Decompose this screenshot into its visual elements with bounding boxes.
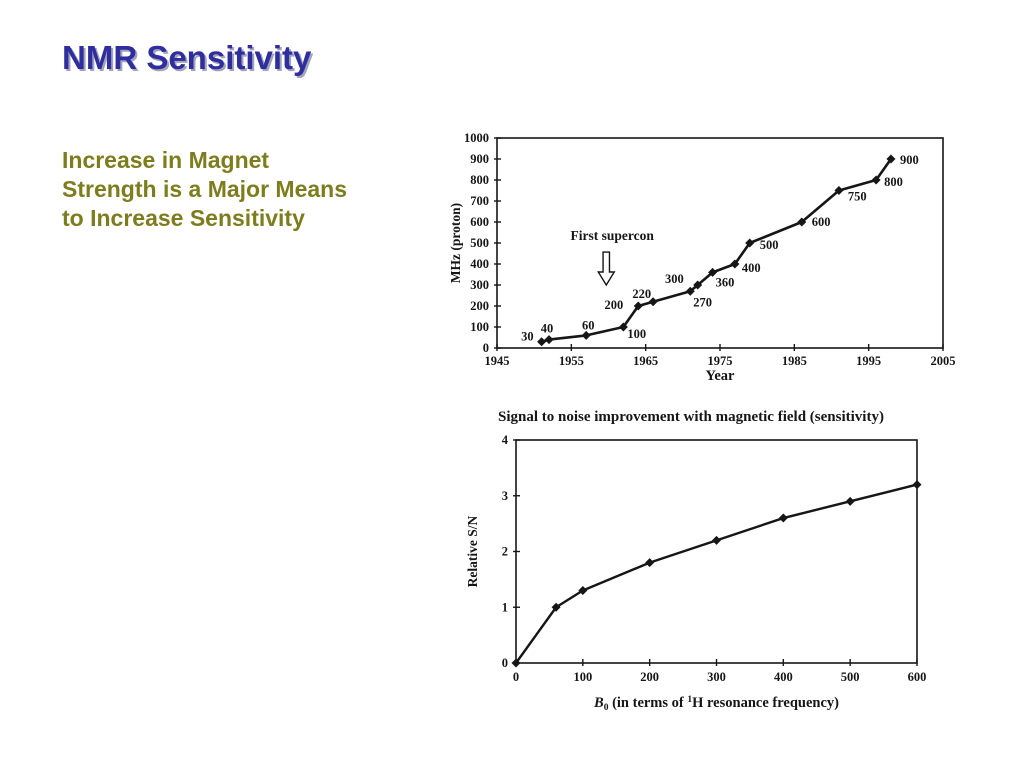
data-point xyxy=(912,480,922,490)
data-point-label: 300 xyxy=(665,272,684,286)
data-point xyxy=(834,186,844,195)
data-point xyxy=(551,602,561,612)
data-point xyxy=(730,259,740,269)
y-tick-label: 600 xyxy=(470,215,489,229)
y-tick-label: 1000 xyxy=(464,131,489,145)
magnet-strength-chart: 1945 1955 1965 1975 1985 1995 2005 0 100 200 300 40… xyxy=(440,115,970,387)
chart-title: Signal to noise improvement with magneti… xyxy=(498,409,884,425)
data-point-label: 600 xyxy=(812,215,831,229)
data-point xyxy=(645,558,655,568)
y-axis-label: Relative S/N xyxy=(465,515,480,587)
plot-frame xyxy=(515,439,918,664)
x-tick-label: 1985 xyxy=(782,354,807,368)
data-point-label: 750 xyxy=(848,190,867,204)
x-tick-label: 600 xyxy=(908,670,927,684)
sensitivity-chart: 0 100 200 300 400 500 600 0 1 2 3 4 Signal to noise … xyxy=(450,395,970,720)
x-tick-label: 500 xyxy=(841,670,860,684)
key-message-text: Increase in Magnet Strength is a Major M… xyxy=(62,147,348,231)
data-point xyxy=(886,154,896,164)
y-axis-label: MHz (proton) xyxy=(448,203,463,283)
data-point-label: 360 xyxy=(716,275,735,289)
y-tick-label: 400 xyxy=(470,257,489,271)
x-tick-label: 200 xyxy=(640,670,659,684)
y-tick-label: 900 xyxy=(470,152,489,166)
y-tick-label: 0 xyxy=(502,656,508,670)
data-point-label: 800 xyxy=(884,175,903,189)
data-point-label: 30 xyxy=(521,330,534,344)
x-tick-label: 1945 xyxy=(485,354,510,368)
data-point xyxy=(693,280,703,290)
y-tick-label: 3 xyxy=(502,489,508,503)
data-point xyxy=(537,337,547,347)
plot-frame xyxy=(496,137,944,349)
data-point xyxy=(845,496,855,506)
x-tick-label: 1955 xyxy=(559,354,584,368)
x-tick-label: 1975 xyxy=(708,354,733,368)
data-point xyxy=(618,322,628,332)
data-point-label: 60 xyxy=(582,318,595,332)
y-tick-label: 800 xyxy=(470,173,489,187)
data-point-label: 100 xyxy=(627,327,646,341)
data-point xyxy=(685,286,695,296)
y-tick-label: 100 xyxy=(470,320,489,334)
sensitivity-chart-svg: 0 100 200 300 400 500 600 0 1 2 3 4 Signal to noise … xyxy=(465,409,927,713)
data-point xyxy=(871,175,881,185)
data-point xyxy=(648,297,658,307)
data-point xyxy=(581,330,591,340)
data-point-label: 40 xyxy=(541,322,554,336)
data-point-label: 220 xyxy=(632,287,651,301)
annotation-text: First supercon xyxy=(571,228,655,243)
data-point xyxy=(778,513,788,523)
x-tick-label: 300 xyxy=(707,670,726,684)
y-tick-label: 4 xyxy=(502,433,509,447)
x-axis-label: B0 (in terms of 1H resonance frequency) xyxy=(593,695,839,713)
y-tick-label: 200 xyxy=(470,299,489,313)
data-point-label: 900 xyxy=(900,153,919,167)
data-point-label: 200 xyxy=(604,298,623,312)
x-tick-label: 400 xyxy=(774,670,793,684)
data-point xyxy=(511,658,521,668)
data-point xyxy=(578,586,588,596)
x-axis-label: Year xyxy=(706,368,736,384)
data-point xyxy=(712,535,721,545)
y-tick-label: 0 xyxy=(483,341,489,355)
y-tick-label: 2 xyxy=(502,545,508,559)
y-tick-label: 500 xyxy=(470,236,489,250)
data-point xyxy=(797,217,807,227)
x-tick-label: 1995 xyxy=(856,354,881,368)
data-point xyxy=(633,301,643,311)
data-point-label: 400 xyxy=(742,261,761,275)
x-tick-label: 1965 xyxy=(633,354,658,368)
data-point-label: 500 xyxy=(760,238,779,252)
slide-title: NMR Sensitivity xyxy=(62,39,312,76)
series-line xyxy=(515,483,918,664)
data-point xyxy=(544,335,554,345)
magnet-strength-chart-svg: 1945 1955 1965 1975 1985 1995 2005 0 100 200 300 40… xyxy=(448,131,956,384)
down-arrow-icon xyxy=(597,251,616,287)
data-point xyxy=(708,267,718,277)
data-point-label: 270 xyxy=(693,295,712,309)
y-tick-label: 700 xyxy=(470,194,489,208)
data-point xyxy=(745,238,755,248)
x-tick-label: 0 xyxy=(513,670,519,684)
x-tick-label: 2005 xyxy=(931,354,956,368)
x-tick-label: 100 xyxy=(573,670,592,684)
y-tick-label: 300 xyxy=(470,278,489,292)
y-tick-label: 1 xyxy=(502,600,508,614)
